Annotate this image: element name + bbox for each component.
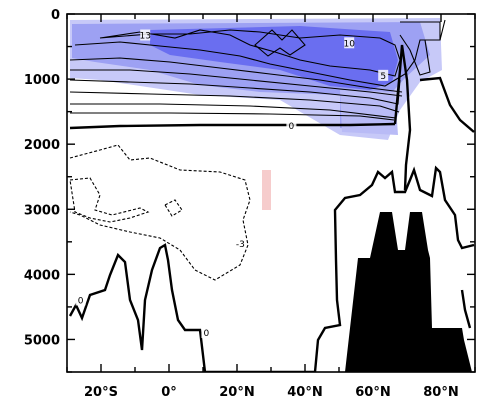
contour-5 — [69, 79, 401, 105]
y-tick-label: 0 — [51, 8, 60, 23]
x-axis: 20°S 0° 20°N 40°N 60°N 80°N — [66, 14, 476, 400]
contour-6 — [70, 69, 403, 97]
contour-neg-small — [164, 199, 183, 217]
bottom-outline — [68, 165, 475, 372]
bottom-fill — [345, 212, 472, 372]
contour-label: -3 — [236, 240, 245, 250]
contour-label-bg — [378, 69, 389, 81]
x-tick-label: 60°N — [355, 385, 390, 400]
y-tick-label: 3000 — [24, 203, 60, 218]
bottom-right-edge — [460, 289, 472, 329]
contour-label: 0 — [289, 122, 295, 132]
positive-contours — [69, 19, 446, 121]
contour-label-bg — [140, 29, 151, 41]
contour-label-bg — [344, 37, 355, 49]
shade-core — [150, 26, 398, 90]
x-tick-label: 20°S — [84, 385, 118, 400]
contour-zero-arctic — [419, 76, 475, 133]
contour-label: 5 — [380, 72, 386, 82]
negative-contours — [69, 144, 251, 281]
contour-label-bg — [235, 237, 246, 249]
zero-contours — [69, 44, 475, 191]
contour-11 — [74, 19, 446, 87]
topography — [68, 165, 475, 372]
contour-label: 0 — [204, 329, 210, 339]
negative-shading — [262, 170, 271, 210]
x-tick-label: 20°N — [219, 385, 254, 400]
contour-diamond — [254, 29, 306, 57]
contour-4 — [69, 91, 400, 113]
x-tick-label: 0° — [161, 385, 177, 400]
contour-label-bg — [201, 326, 212, 338]
x-tick-label: 40°N — [287, 385, 322, 400]
contour-label-bg — [286, 119, 297, 131]
y-tick-label: 4000 — [24, 268, 60, 283]
y-tick-label: 5000 — [24, 333, 60, 348]
contour-neg-3 — [69, 177, 150, 223]
x-tick-label: 80°N — [423, 385, 458, 400]
contour-zero-main — [69, 122, 396, 130]
contour-13 — [99, 29, 401, 77]
contour-label: 13 — [139, 31, 150, 41]
contour-label: 10 — [343, 39, 355, 49]
plot-area: 13 10 5 0 -3 0 0 — [68, 18, 475, 372]
contour-2 — [70, 112, 395, 121]
contour-labels: 13 10 5 0 -3 0 0 — [75, 29, 389, 339]
y-tick-label: 1000 — [24, 73, 60, 88]
contour-3 — [70, 103, 397, 119]
contour-label: 0 — [78, 296, 84, 306]
y-tick-label: 2000 — [24, 138, 60, 153]
contour-upper-north — [399, 21, 441, 76]
contour-neg-1 — [69, 144, 251, 281]
contour-label-bg — [75, 294, 86, 306]
contour-zero-north — [393, 44, 412, 191]
contour-8 — [69, 57, 403, 93]
